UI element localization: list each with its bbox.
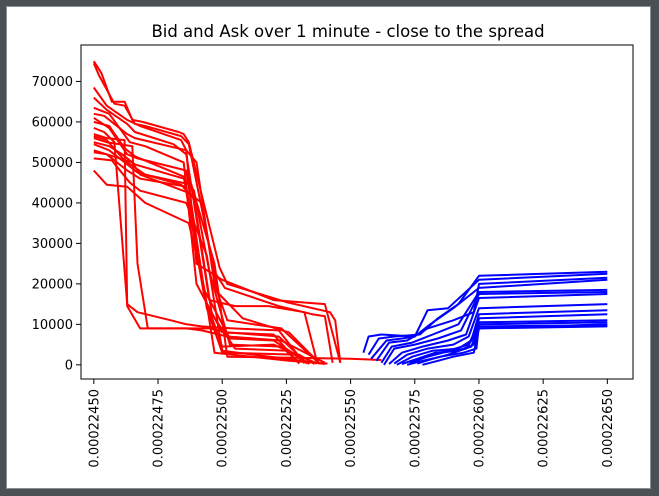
bid-line-2 [92, 62, 334, 363]
bid-line-15 [93, 135, 382, 361]
chart-title: Bid and Ask over 1 minute - close to the… [151, 22, 544, 41]
x-tick-label: 0.00022550 [344, 389, 359, 468]
ask-line-8 [393, 303, 608, 365]
y-tick-label: 50000 [32, 156, 73, 171]
y-tick-label: 60000 [32, 115, 73, 130]
ask-line-4 [375, 276, 608, 362]
bid-line-17 [93, 112, 321, 365]
ask-line-13 [414, 319, 608, 363]
ask-line-6 [383, 291, 608, 366]
bid-line-9 [93, 137, 326, 364]
x-tick-label: 0.00022600 [472, 389, 487, 468]
chart: Bid and Ask over 1 minute - close to the… [32, 22, 634, 468]
ask-line-15 [422, 325, 608, 366]
bid-line-1 [92, 60, 342, 363]
x-tick-label: 0.00022500 [216, 389, 231, 468]
bid-line-13 [93, 157, 326, 365]
x-tick-label: 0.00022450 [87, 389, 102, 468]
x-axis: 0.00022450 0.00022475 0.00022500 0.00022525… [87, 379, 616, 468]
series-layer [92, 60, 608, 366]
plot-frame [80, 44, 634, 380]
bid-line-16 [93, 120, 318, 365]
y-tick-label: 20000 [32, 277, 73, 292]
x-tick-label: 0.00022575 [408, 389, 423, 468]
ask-line-7 [388, 293, 608, 365]
x-tick-label: 0.00022650 [601, 389, 616, 468]
x-tick-label: 0.00022525 [280, 389, 295, 468]
y-tick-label: 10000 [32, 318, 73, 333]
figure-window: Bid and Ask over 1 minute - close to the… [6, 6, 651, 489]
y-tick-label: 0 [65, 358, 73, 373]
bid-line-18 [93, 151, 321, 365]
y-axis: 0 10000 20000 30000 40000 50000 60000 70000 [32, 75, 81, 373]
ask-line-14 [417, 324, 608, 365]
y-tick-label: 40000 [32, 196, 73, 211]
y-tick-label: 70000 [32, 75, 73, 90]
ask-line-5 [380, 288, 608, 364]
x-tick-label: 0.00022475 [152, 389, 167, 468]
x-tick-label: 0.00022625 [537, 389, 552, 468]
y-tick-label: 30000 [32, 237, 73, 252]
bid-line-4 [93, 96, 319, 364]
